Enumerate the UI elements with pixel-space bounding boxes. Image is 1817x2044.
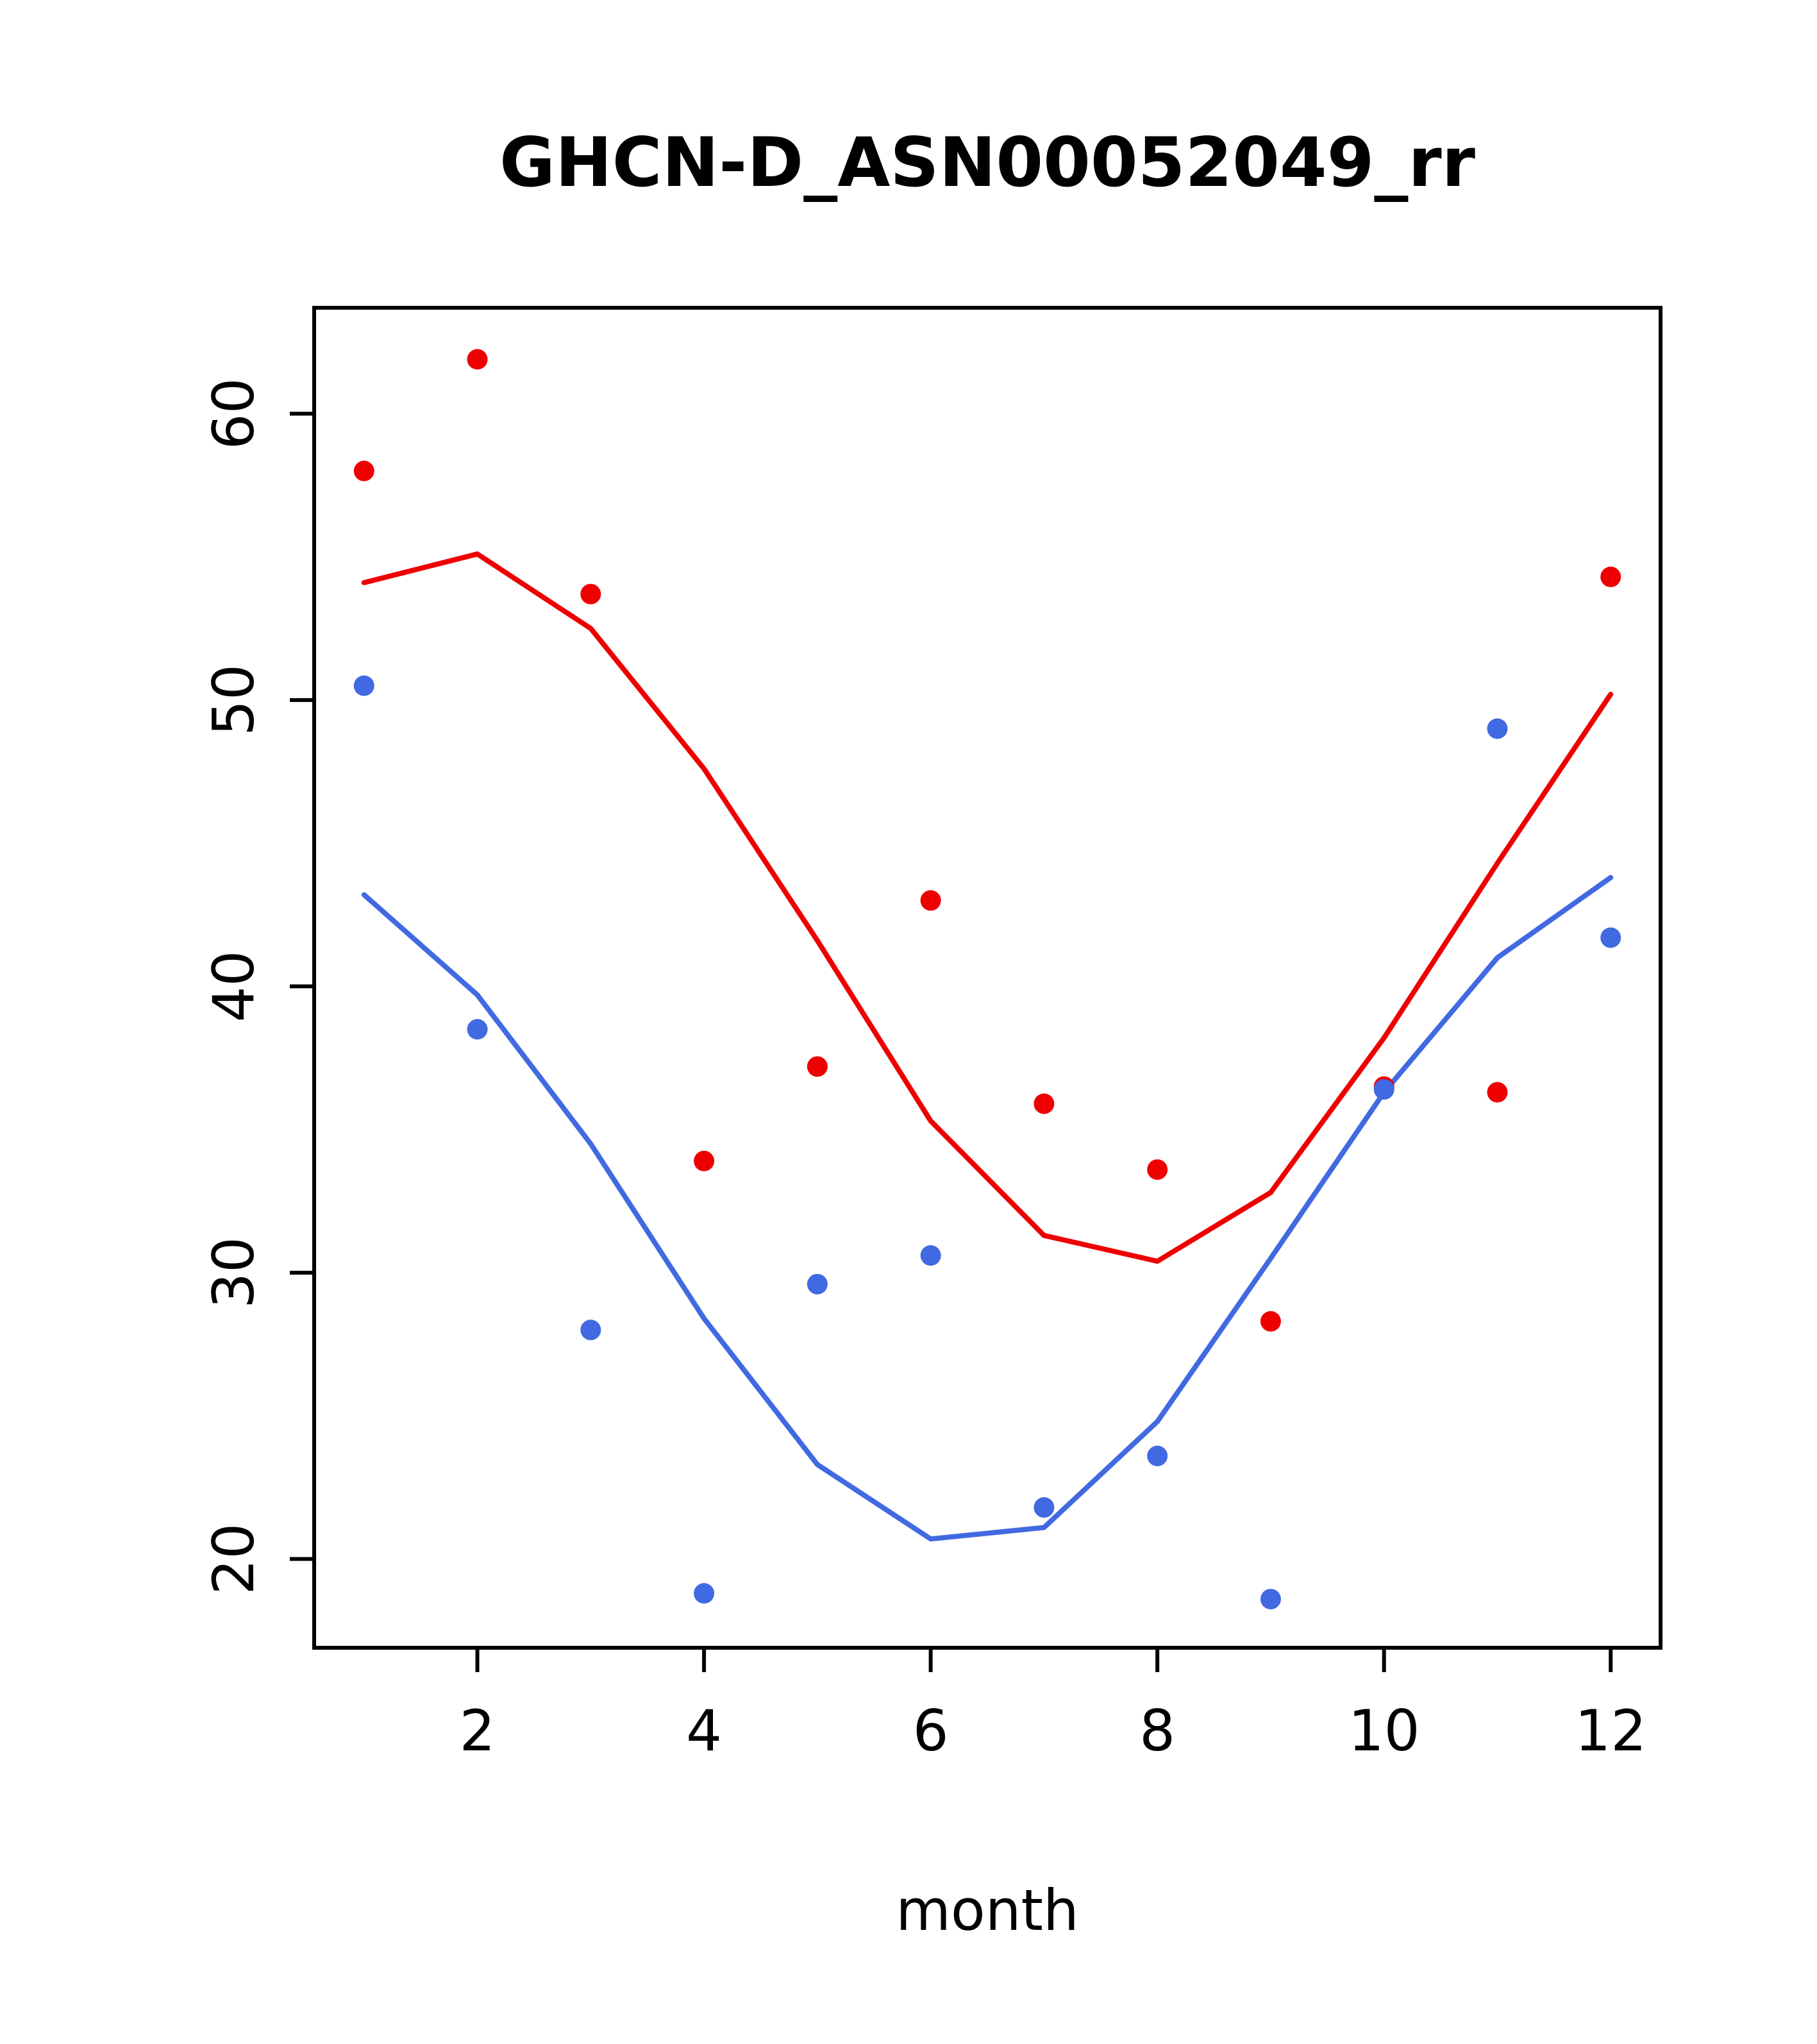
x-tick-label: 6 [913,1698,949,1764]
data-point-blue-points [353,675,374,696]
x-tick-label: 2 [460,1698,496,1764]
x-tick-label: 10 [1348,1698,1420,1764]
data-point-blue-points [1600,927,1621,948]
x-tick-label: 4 [686,1698,722,1764]
plot-border [312,306,1662,1650]
data-point-red-points [467,349,488,370]
y-tick-label: 20 [201,1523,267,1595]
data-point-red-points [1034,1093,1055,1114]
data-point-red-points [1147,1159,1168,1180]
data-point-blue-points [807,1273,828,1294]
data-point-red-points [920,890,941,911]
trend-line-blue-line [361,875,1614,1542]
data-point-blue-points [1260,1589,1281,1610]
y-tick-label: 30 [201,1237,267,1309]
data-point-blue-points [467,1019,488,1040]
data-point-red-points [807,1056,828,1077]
data-point-blue-points [1487,718,1508,739]
data-point-red-points [1260,1311,1281,1332]
data-point-red-points [353,460,374,482]
y-tick-label: 50 [201,664,267,736]
data-point-red-points [694,1150,715,1171]
data-point-red-points [1600,566,1621,587]
data-point-blue-points [920,1245,941,1266]
data-point-blue-points [1373,1079,1394,1100]
trend-line-red-line [361,551,1614,1264]
chart-title: GHCN-D_ASN00052049_rr [499,123,1475,202]
data-point-blue-points [1034,1497,1055,1518]
data-point-blue-points [694,1583,715,1604]
x-tick-label: 8 [1139,1698,1175,1764]
x-tick-label: 12 [1575,1698,1646,1764]
data-point-red-points [1487,1082,1508,1103]
data-point-red-points [580,583,601,605]
plot-area: 2 4 6 8 10 12 20 30 40 50 60 [201,306,1662,1764]
data-point-blue-points [580,1319,601,1341]
y-tick-label: 40 [201,950,267,1022]
data-point-blue-points [1147,1445,1168,1466]
y-tick-label: 60 [201,378,267,449]
x-axis-label: month [896,1877,1079,1943]
